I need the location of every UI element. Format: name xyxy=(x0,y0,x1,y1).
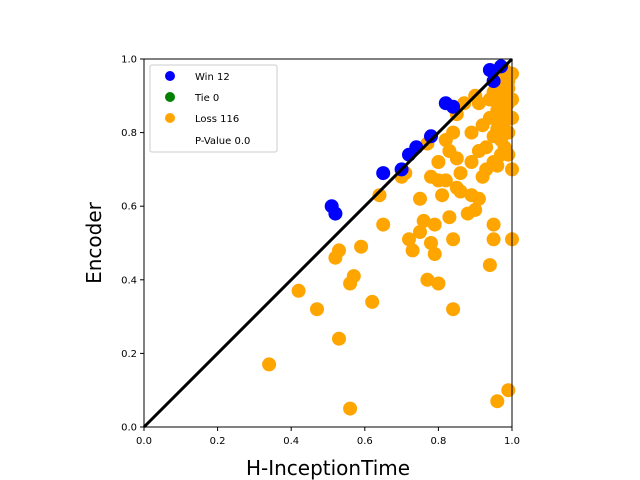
loss-point-26 xyxy=(431,155,446,169)
loss-point-81 xyxy=(501,147,516,162)
loss-point-67 xyxy=(490,394,505,409)
y-tick-label-2: 0.4 xyxy=(121,275,137,286)
win-point-6 xyxy=(424,129,438,144)
loss-point-1 xyxy=(291,283,306,298)
loss-point-11 xyxy=(372,188,387,203)
loss-point-34 xyxy=(446,232,461,247)
loss-point-22 xyxy=(424,236,438,250)
x-tick-label-4: 0.8 xyxy=(430,436,446,447)
loss-point-40 xyxy=(453,166,468,181)
x-axis-ticks: 0.0 0.2 0.4 0.6 0.8 1.0 xyxy=(136,427,520,447)
loss-point-36 xyxy=(446,302,461,317)
loss-point-7 xyxy=(343,401,358,416)
loss-point-46 xyxy=(464,155,479,169)
x-tick-label-3: 0.6 xyxy=(357,436,373,447)
loss-point-28 xyxy=(431,276,446,291)
loss-point-19 xyxy=(416,213,431,228)
loss-point-66 xyxy=(490,158,505,173)
loss-point-0 xyxy=(262,357,277,372)
loss-point-32 xyxy=(442,210,457,225)
x-tick-label-5: 1.0 xyxy=(504,436,520,447)
loss-point-60 xyxy=(486,232,501,247)
y-tick-label-4: 0.8 xyxy=(121,128,137,139)
legend-label-tie: Tie 0 xyxy=(194,93,219,104)
loss-point-15 xyxy=(402,232,416,247)
loss-point-2 xyxy=(310,302,324,317)
loss-point-16 xyxy=(405,243,420,258)
legend: Win 12 Tie 0 Loss 116 P-Value 0.0 xyxy=(149,64,278,153)
legend-marker-loss xyxy=(165,113,175,123)
legend-label-loss: Loss 116 xyxy=(195,114,239,125)
y-tick-label-5: 1.0 xyxy=(121,55,137,66)
x-axis-label: H-InceptionTime xyxy=(246,456,410,480)
y-tick-label-1: 0.2 xyxy=(121,349,137,360)
loss-point-51 xyxy=(471,96,486,111)
x-tick-label-0: 0.0 xyxy=(136,436,152,447)
legend-marker-tie xyxy=(165,92,175,102)
y-tick-label-3: 0.6 xyxy=(121,202,137,213)
legend-frame xyxy=(149,64,278,153)
legend-label-pvalue: P-Value 0.0 xyxy=(195,136,250,147)
loss-point-25 xyxy=(427,247,442,261)
loss-point-20 xyxy=(420,272,435,287)
loss-point-4 xyxy=(332,331,346,346)
loss-point-5 xyxy=(332,243,346,258)
loss-point-30 xyxy=(438,173,453,188)
loss-point-29 xyxy=(435,188,450,203)
loss-point-9 xyxy=(354,239,369,254)
loss-point-38 xyxy=(449,151,464,166)
points-layer xyxy=(262,59,519,416)
loss-point-10 xyxy=(365,294,380,309)
loss-point-24 xyxy=(427,217,442,232)
win-point-8 xyxy=(446,99,461,114)
y-tick-label-0: 0.0 xyxy=(121,423,137,434)
legend-marker-win xyxy=(165,71,175,81)
plot-frame xyxy=(143,58,513,428)
loss-point-80 xyxy=(501,125,516,140)
win-point-2 xyxy=(376,166,391,181)
win-point-10 xyxy=(486,74,501,89)
loss-point-56 xyxy=(482,258,497,273)
loss-point-8 xyxy=(346,269,361,284)
win-point-1 xyxy=(328,206,343,221)
loss-point-41 xyxy=(453,184,468,199)
loss-point-44 xyxy=(464,125,479,140)
win-point-9 xyxy=(482,63,497,77)
loss-point-17 xyxy=(413,191,427,206)
y-axis-label: Encoder xyxy=(82,201,106,284)
loss-point-12 xyxy=(376,217,391,232)
diagonal-line xyxy=(142,57,514,429)
loss-point-42 xyxy=(457,96,472,111)
legend-label-win: Win 12 xyxy=(195,72,230,83)
loss-point-35 xyxy=(446,125,461,140)
loss-point-55 xyxy=(479,140,494,155)
loss-point-47 xyxy=(468,202,483,217)
x-tick-label-1: 0.2 xyxy=(210,436,226,447)
win-point-5 xyxy=(409,140,424,155)
win-point-11 xyxy=(494,59,508,74)
loss-point-50 xyxy=(471,191,486,206)
x-tick-label-2: 0.4 xyxy=(283,436,299,447)
y-axis-ticks: 0.0 0.2 0.4 0.6 0.8 1.0 xyxy=(121,55,144,434)
loss-point-59 xyxy=(486,217,501,232)
loss-point-84 xyxy=(501,383,516,398)
loss-point-18 xyxy=(413,225,427,239)
